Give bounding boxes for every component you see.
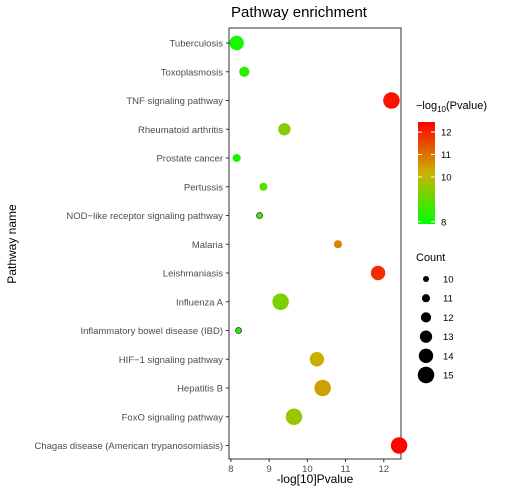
data-point [333,240,342,249]
data-point [272,293,289,310]
size-legend-items: 10 11 12 13 14 15 [417,275,454,384]
size-legend: Count 10 11 12 13 14 15 [416,252,454,384]
data-point [229,35,244,51]
data-point [285,408,303,425]
y-axis-title: Pathway name [5,204,19,284]
data-point [314,379,331,397]
colorbar-tick-label: 11 [441,150,451,161]
category-label: NOD−like receptor signaling pathway [66,211,223,222]
size-legend-dot [421,294,431,303]
category-label: Pertussis [184,182,223,193]
data-point [239,66,250,77]
data-point [278,123,291,136]
size-legend-dot [418,348,434,363]
category-label: Rheumatoid arthritis [138,125,223,136]
data-point [235,327,242,334]
category-label: Inflammatory bowel disease (IBD) [80,326,223,337]
size-legend-label: 10 [443,275,454,286]
size-legend-label: 12 [443,313,454,324]
size-legend-label: 15 [443,371,454,382]
color-legend-title: −log10(Pvalue) [416,100,487,114]
size-legend-title: Count [416,252,445,264]
category-label: Tuberculosis [169,39,223,50]
size-legend-label: 11 [443,294,453,305]
colorbar-tick-label: 8 [441,217,446,228]
plot-panel [228,27,402,460]
color-legend-title-suffix: (Pvalue) [446,100,487,112]
data-point [370,265,386,281]
category-label: HIF−1 signaling pathway [119,355,224,366]
category-label: Malaria [192,240,224,251]
x-axis-ticks: 8 9 10 11 12 [228,459,389,475]
y-axis-ticks [226,42,229,446]
color-legend-title-subscript: 10 [437,105,446,114]
chart-title: Pathway enrichment [231,4,368,21]
data-point [390,437,408,454]
category-label: TNF signaling pathway [126,96,223,107]
data-point [256,212,263,219]
category-label: Influenza A [176,297,224,308]
x-axis-title: -log[10]Pvalue [277,472,354,486]
size-legend-dot [420,312,432,323]
category-label: Toxoplasmosis [161,67,224,78]
x-tick-label: 8 [228,464,233,475]
colorbar-tick-label: 10 [441,172,452,183]
color-legend-title-prefix: −log [416,100,437,112]
data-points [229,35,408,454]
colorbar-ticks: 8 10 11 12 [418,128,452,228]
x-tick-label: 10 [302,464,313,475]
category-labels: Tuberculosis Toxoplasmosis TNF signaling p… [35,39,224,453]
colorbar [418,122,435,224]
data-point [232,153,241,163]
data-point [383,92,400,109]
x-tick-label: 9 [266,464,271,475]
size-legend-label: 14 [443,351,454,362]
data-point [259,182,268,191]
size-legend-dot [423,276,429,282]
size-legend-label: 13 [443,332,454,343]
x-tick-label: 11 [341,464,351,475]
x-tick-label: 12 [379,464,390,475]
data-point [309,352,325,367]
category-label: Hepatitis B [177,384,223,395]
colorbar-tick-label: 12 [441,128,452,139]
category-label: FoxO signaling pathway [122,412,224,423]
category-label: Leishmaniasis [163,269,223,280]
size-legend-dot [419,330,433,343]
category-label: Chagas disease (American trypanosomiasis… [35,441,224,452]
size-legend-dot [417,366,435,384]
category-label: Prostate cancer [156,154,223,165]
